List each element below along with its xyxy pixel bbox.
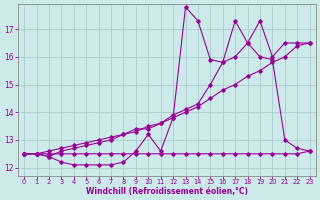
X-axis label: Windchill (Refroidissement éolien,°C): Windchill (Refroidissement éolien,°C) [86, 187, 248, 196]
